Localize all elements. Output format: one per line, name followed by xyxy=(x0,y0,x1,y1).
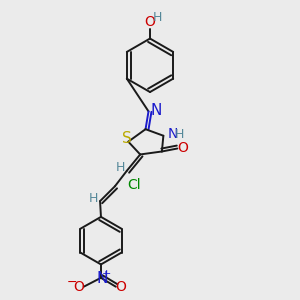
Text: H: H xyxy=(175,128,184,141)
Text: +: + xyxy=(102,269,112,279)
Text: O: O xyxy=(145,16,155,29)
Text: H: H xyxy=(89,192,98,205)
Text: H: H xyxy=(116,161,125,174)
Text: O: O xyxy=(177,141,188,155)
Text: S: S xyxy=(122,131,132,146)
Text: N: N xyxy=(151,103,162,118)
Text: O: O xyxy=(73,280,84,294)
Text: −: − xyxy=(67,276,78,289)
Text: N: N xyxy=(168,127,178,141)
Text: H: H xyxy=(153,11,162,24)
Text: N: N xyxy=(96,271,107,286)
Text: O: O xyxy=(116,280,127,294)
Text: Cl: Cl xyxy=(128,178,141,192)
